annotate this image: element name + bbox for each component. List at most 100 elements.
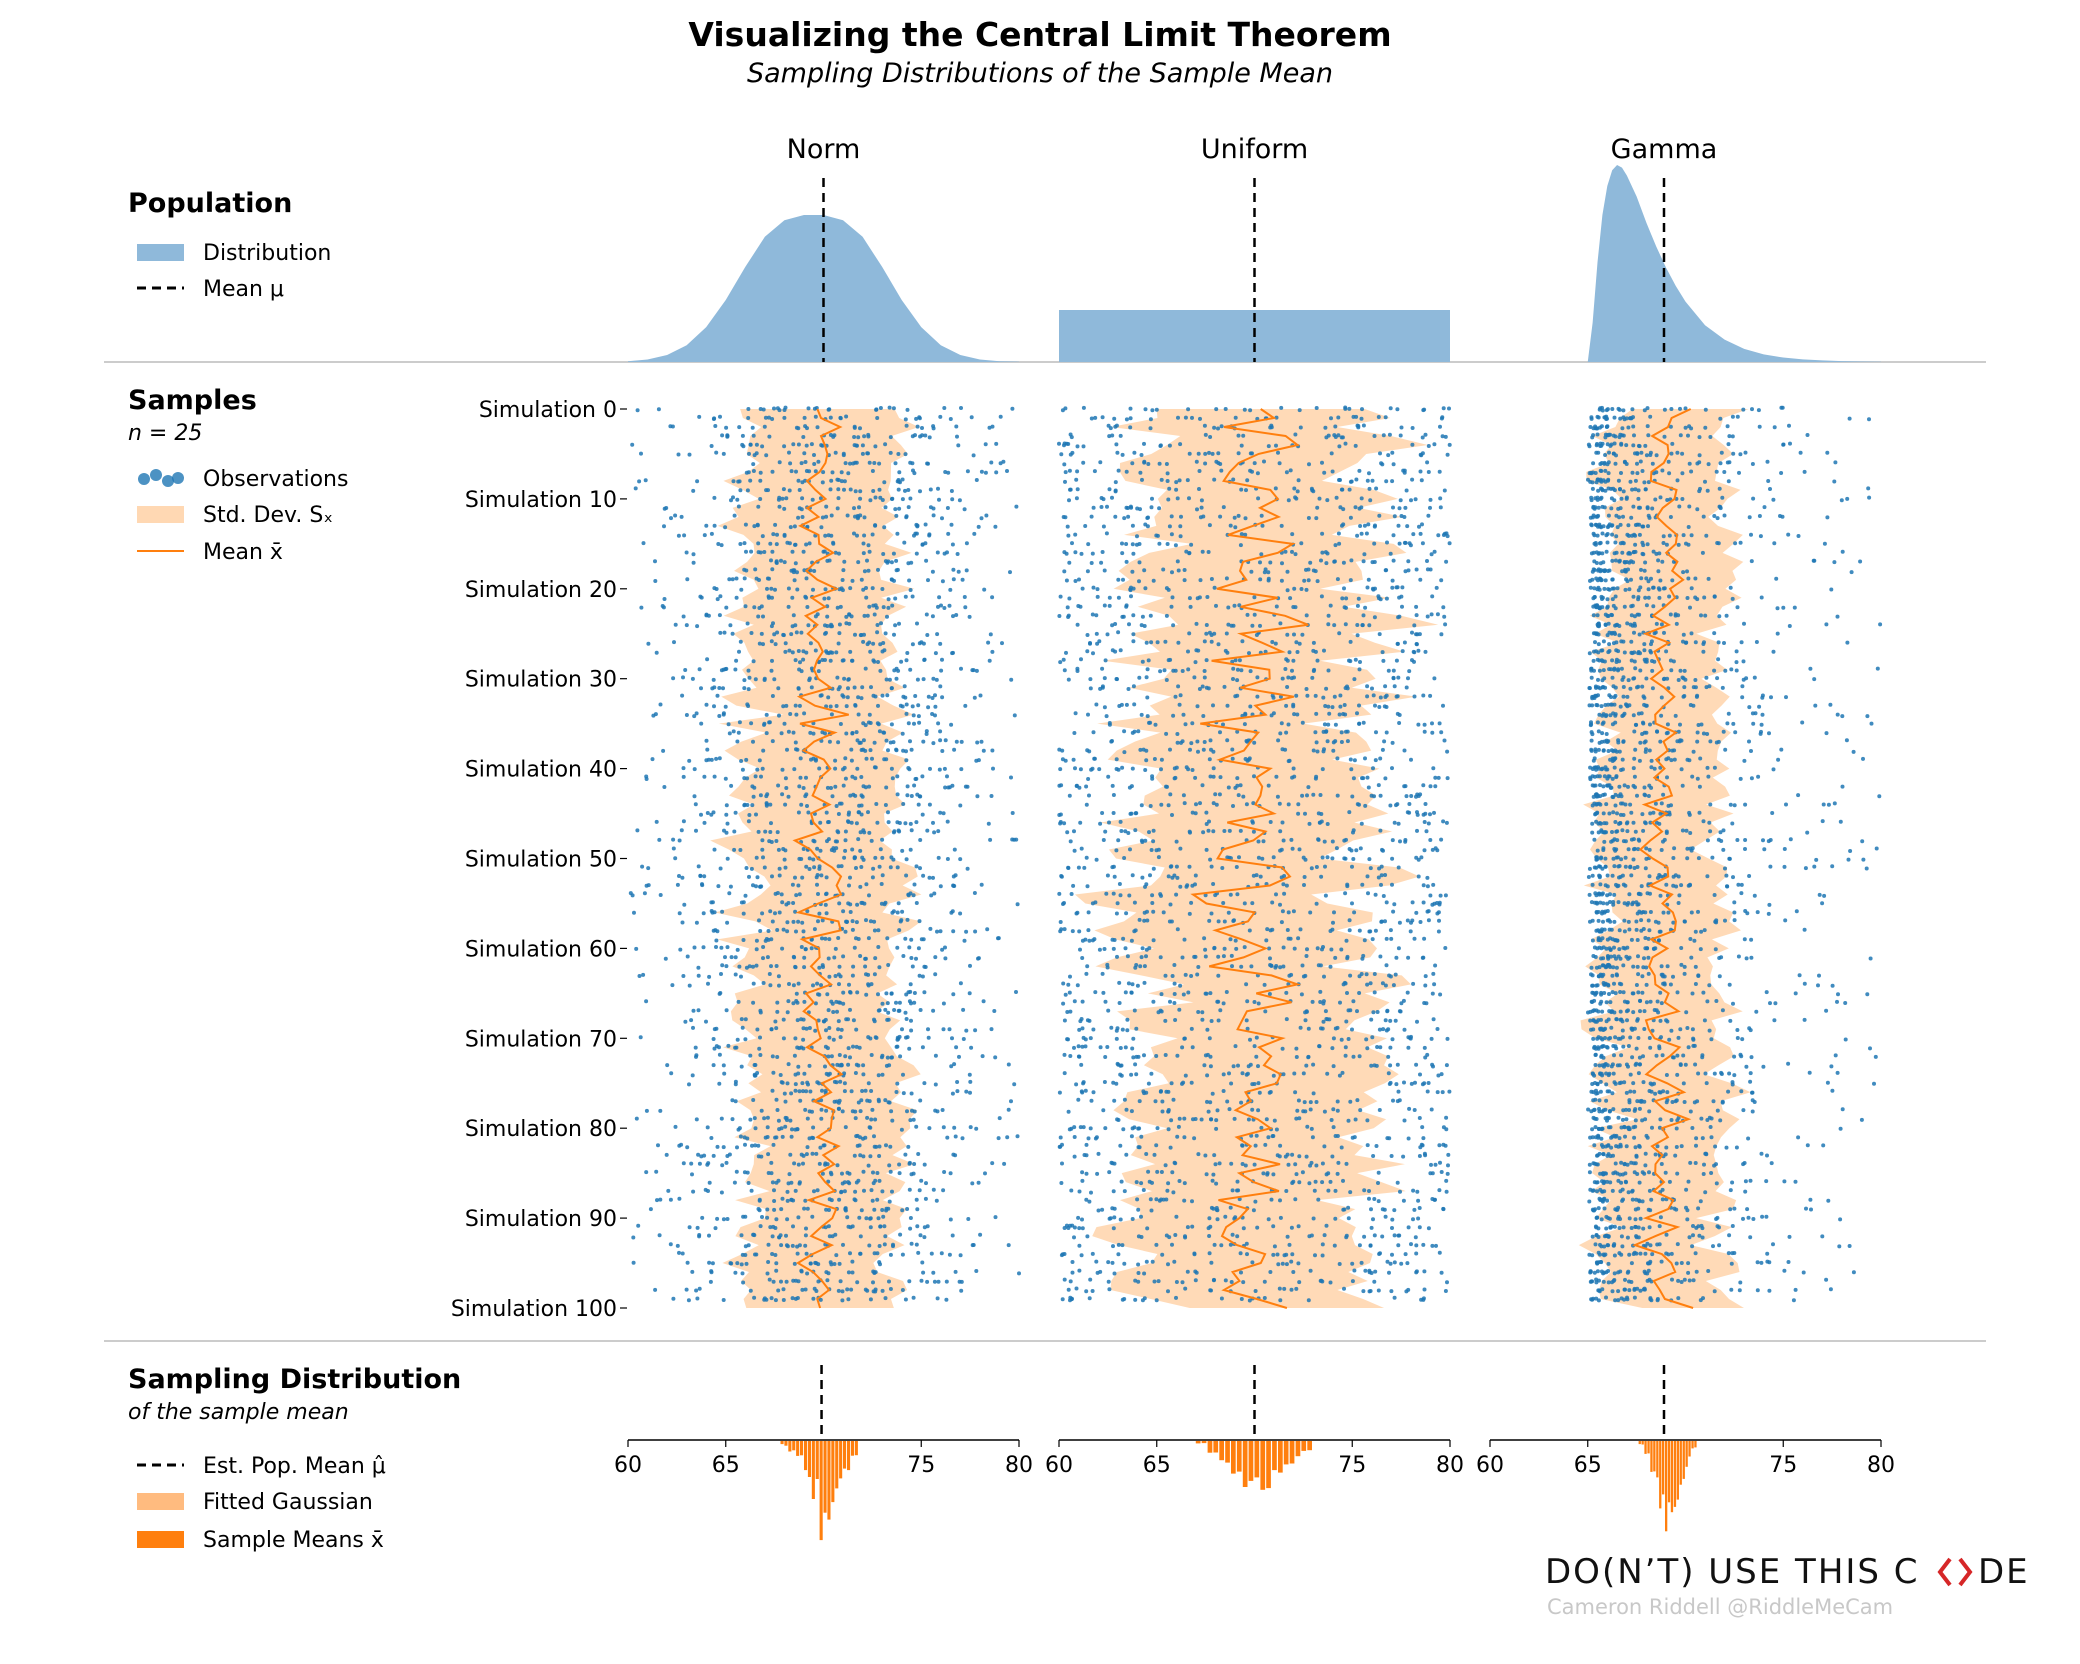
observation-point [1059, 452, 1064, 457]
observation-point [1095, 587, 1100, 592]
observation-point [653, 579, 658, 583]
observation-point [1070, 1260, 1075, 1264]
observation-point [1231, 477, 1236, 482]
observation-point [1226, 622, 1231, 627]
observation-point [1304, 687, 1309, 691]
observation-point [1069, 892, 1074, 896]
observation-point [869, 1053, 874, 1057]
observation-point [782, 532, 787, 537]
observation-point [868, 1154, 873, 1159]
observation-point [747, 964, 752, 969]
observation-point [1357, 468, 1362, 473]
observation-point [705, 811, 710, 815]
observation-point [764, 488, 769, 493]
observation-point [775, 1108, 780, 1112]
observation-point [1393, 972, 1398, 977]
observation-point [912, 721, 916, 726]
observation-point [945, 774, 949, 779]
observation-point [798, 756, 803, 761]
observation-point [867, 604, 872, 609]
observation-point [749, 631, 754, 635]
observation-point [905, 1109, 909, 1114]
observation-point [777, 910, 782, 915]
observation-point [1169, 514, 1174, 519]
observation-point [1107, 820, 1111, 825]
observation-point [844, 704, 849, 709]
observation-point [1116, 630, 1121, 635]
observation-point [945, 1135, 950, 1140]
observation-point [1068, 487, 1072, 492]
observation-point [639, 605, 644, 610]
observation-point [740, 1025, 745, 1030]
observation-point [1187, 596, 1192, 601]
observation-point [1278, 829, 1283, 834]
observation-point [1298, 927, 1303, 932]
observation-point [1305, 793, 1309, 798]
observation-point [877, 1008, 882, 1013]
observation-point [878, 642, 883, 647]
observation-point [991, 766, 995, 771]
observation-point [938, 738, 943, 743]
observation-point [1156, 1010, 1161, 1015]
observation-point [748, 1053, 753, 1058]
observation-point [797, 784, 802, 789]
observation-point [871, 489, 876, 493]
observation-point [1328, 964, 1333, 969]
observation-point [680, 920, 685, 925]
observation-point [1320, 550, 1325, 555]
observation-point [783, 641, 788, 646]
observation-point [785, 1010, 790, 1015]
observation-point [1104, 891, 1109, 896]
observation-point [848, 1007, 852, 1012]
observation-point [1206, 1226, 1211, 1231]
observation-point [1182, 1036, 1187, 1041]
observation-point [1302, 1100, 1307, 1105]
observation-point [725, 920, 730, 925]
observation-point [1201, 514, 1206, 519]
legend-observations-dot-3 [162, 475, 174, 487]
observation-point [1357, 703, 1361, 708]
observation-point [947, 1027, 952, 1032]
observation-point [931, 820, 935, 825]
observation-point [956, 443, 961, 448]
observation-point [1320, 855, 1325, 860]
observation-point [1151, 909, 1156, 914]
observation-point [1209, 747, 1213, 752]
observation-point [724, 803, 729, 808]
observation-point [981, 999, 986, 1004]
observation-point [771, 1070, 776, 1075]
observation-point [1346, 1037, 1351, 1041]
observation-point [1103, 829, 1108, 834]
observation-point [644, 1108, 649, 1113]
observation-point [933, 693, 937, 698]
observation-point [1395, 585, 1400, 590]
observation-point [640, 864, 645, 869]
observation-point [1060, 1161, 1064, 1166]
observation-point [1415, 1189, 1420, 1194]
observation-point [1176, 1124, 1181, 1129]
observation-point [967, 614, 972, 619]
observation-point [1090, 551, 1095, 556]
observation-point [1297, 1280, 1302, 1285]
observation-point [847, 810, 851, 815]
observation-point [1178, 846, 1183, 851]
observation-point [876, 703, 880, 708]
observation-point [895, 792, 900, 797]
observation-point [1148, 873, 1152, 878]
observation-point [1067, 468, 1072, 473]
observation-point [1268, 928, 1273, 933]
observation-point [1089, 416, 1094, 421]
observation-point [1262, 570, 1267, 575]
observation-point [933, 1053, 938, 1058]
observation-point [756, 614, 761, 619]
observation-point [1159, 1089, 1163, 1094]
observation-point [843, 756, 848, 761]
observation-point [1078, 604, 1083, 609]
observation-point [861, 587, 866, 592]
observation-point [1272, 1118, 1277, 1123]
observation-point [824, 514, 829, 519]
observation-point [1315, 946, 1320, 951]
observation-point [1409, 1242, 1413, 1247]
observation-point [1300, 1170, 1305, 1175]
observation-point [1237, 658, 1242, 663]
